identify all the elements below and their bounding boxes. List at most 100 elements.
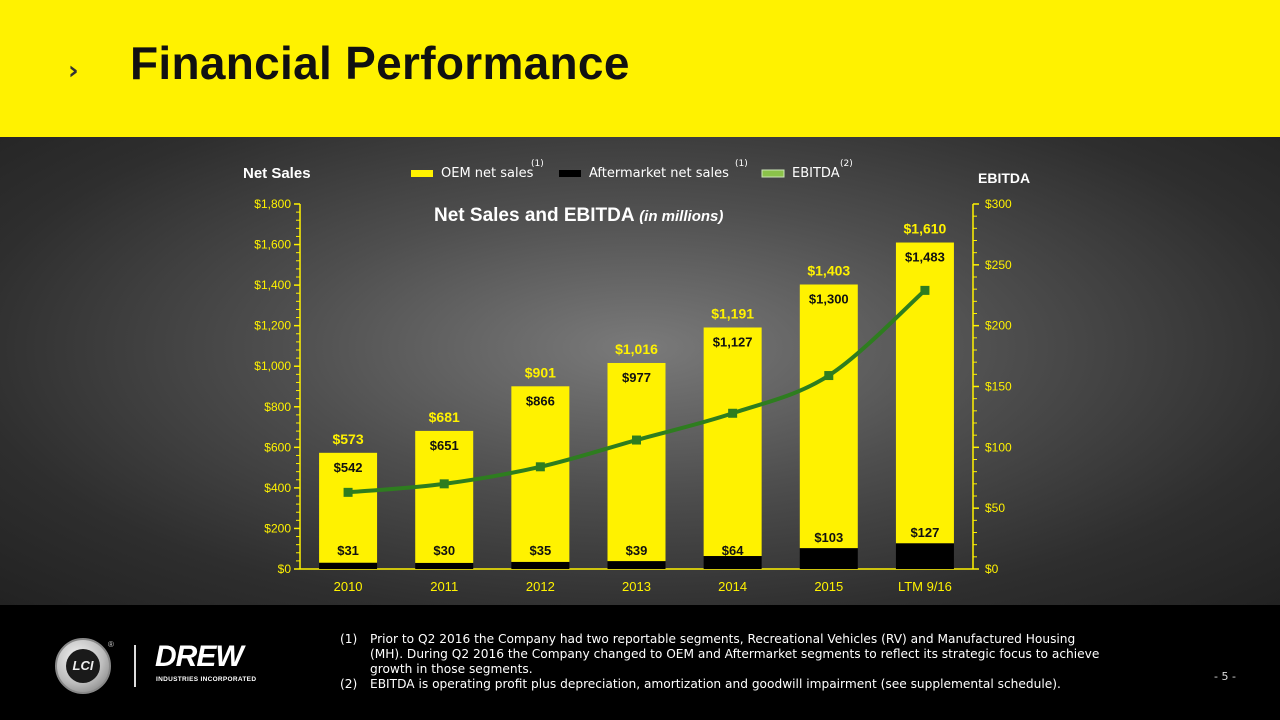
aftermarket-value-label: $35 bbox=[530, 543, 552, 558]
right-axis-tick-label: $250 bbox=[985, 258, 1012, 272]
legend-superscript: (1) bbox=[531, 159, 544, 169]
x-axis-tick-label: 2015 bbox=[814, 579, 843, 594]
oem-bar bbox=[415, 430, 474, 563]
right-axis-tick-label: $200 bbox=[985, 319, 1012, 333]
ebitda-marker bbox=[728, 408, 738, 418]
footnotes: (1) Prior to Q2 2016 the Company had two… bbox=[340, 632, 1110, 692]
aftermarket-bar bbox=[319, 562, 378, 569]
chart-title-suffix: (in millions) bbox=[639, 208, 723, 225]
header-banner: › Financial Performance bbox=[0, 0, 1280, 137]
oem-bar bbox=[511, 386, 570, 562]
right-axis-tick-label: $150 bbox=[985, 380, 1012, 394]
left-axis-title: Net Sales bbox=[243, 165, 311, 182]
aftermarket-value-label: $103 bbox=[814, 530, 843, 545]
x-axis-tick-label: 2010 bbox=[334, 579, 363, 594]
legend-superscript: (2) bbox=[840, 159, 853, 169]
aftermarket-bar bbox=[415, 562, 474, 569]
total-value-label: $573 bbox=[332, 431, 363, 447]
chart: OEM net sales Aftermarket net sales EBITDA… bbox=[243, 159, 1030, 594]
ebitda-marker bbox=[535, 462, 545, 472]
total-value-label: $901 bbox=[525, 364, 556, 380]
x-axis-tick-label: 2013 bbox=[622, 579, 651, 594]
x-axis-tick-label: 2012 bbox=[526, 579, 555, 594]
left-axis-tick-label: $400 bbox=[264, 481, 291, 495]
ebitda-marker bbox=[632, 435, 641, 445]
ebitda-line bbox=[343, 285, 930, 497]
left-axis-tick-label: $200 bbox=[264, 521, 291, 535]
legend-swatch bbox=[761, 169, 785, 178]
chart-axes: $0 $200 $400 $600 $800 $1,000 $1,200 $1,400 $1,6… bbox=[254, 197, 1012, 594]
logo-divider bbox=[134, 645, 136, 687]
right-axis-tick-label: $300 bbox=[985, 197, 1012, 211]
chart-title: Net Sales and EBITDA (in millions) bbox=[434, 205, 723, 226]
ebitda-marker bbox=[343, 487, 353, 497]
drew-logo-subtitle: INDUSTRIES INCORPORATED bbox=[156, 676, 257, 683]
lci-logo-text: LCI bbox=[66, 649, 100, 683]
oem-value-label: $866 bbox=[526, 393, 555, 408]
total-value-label: $681 bbox=[429, 409, 460, 425]
legend-label: Aftermarket net sales bbox=[589, 166, 729, 181]
left-axis-tick-label: $1,200 bbox=[254, 319, 291, 333]
chart-data-labels: $542 $31 $573 $651 $30 $681 $866 $35 $901 $977 $39… bbox=[332, 221, 946, 558]
left-axis-tick-label: $1,000 bbox=[254, 359, 291, 373]
footnote-number: (1) bbox=[340, 632, 358, 646]
total-value-label: $1,016 bbox=[615, 341, 658, 357]
aftermarket-bar bbox=[799, 548, 858, 569]
footer bbox=[0, 605, 1280, 720]
oem-value-label: $1,127 bbox=[713, 334, 753, 349]
total-value-label: $1,403 bbox=[807, 263, 850, 279]
legend-superscript: (1) bbox=[735, 159, 748, 169]
legend-swatch bbox=[559, 170, 581, 177]
x-axis-tick-label: LTM 9/16 bbox=[898, 579, 952, 594]
oem-value-label: $977 bbox=[622, 370, 651, 385]
left-axis-tick-label: $800 bbox=[264, 400, 291, 414]
x-axis-tick-label: 2011 bbox=[430, 579, 458, 594]
aftermarket-value-label: $30 bbox=[433, 543, 455, 558]
legend-label: EBITDA bbox=[792, 166, 840, 181]
footnote-number: (2) bbox=[340, 677, 358, 691]
chevron-icon: › bbox=[68, 56, 79, 86]
oem-value-label: $1,300 bbox=[809, 292, 849, 307]
oem-bar bbox=[799, 284, 858, 549]
oem-bar bbox=[703, 327, 762, 557]
chart-bars bbox=[319, 242, 954, 569]
page-number: - 5 - bbox=[1214, 670, 1236, 683]
page-title: Financial Performance bbox=[130, 37, 630, 89]
aftermarket-value-label: $31 bbox=[337, 543, 359, 558]
right-axis-tick-label: $50 bbox=[985, 501, 1005, 515]
left-axis-tick-label: $1,600 bbox=[254, 238, 291, 252]
x-axis-tick-label: 2014 bbox=[718, 579, 747, 594]
chart-legend: OEM net sales Aftermarket net sales EBITDA… bbox=[411, 159, 853, 181]
left-axis-tick-label: $0 bbox=[278, 562, 292, 576]
left-axis-tick-label: $600 bbox=[264, 440, 291, 454]
aftermarket-value-label: $64 bbox=[722, 543, 744, 558]
ebitda-marker bbox=[920, 285, 930, 295]
registered-mark: ® bbox=[108, 640, 114, 649]
right-axis-title: EBITDA bbox=[978, 170, 1030, 186]
legend-swatch bbox=[411, 170, 433, 177]
footnote-text: EBITDA is operating profit plus deprecia… bbox=[370, 677, 1061, 691]
footnote-text: Prior to Q2 2016 the Company had two rep… bbox=[370, 632, 1100, 676]
aftermarket-bar bbox=[607, 561, 666, 569]
right-axis-tick-label: $0 bbox=[985, 562, 999, 576]
aftermarket-bar bbox=[703, 556, 762, 569]
total-value-label: $1,610 bbox=[904, 221, 947, 237]
oem-value-label: $1,483 bbox=[905, 250, 945, 265]
ebitda-marker bbox=[824, 371, 834, 381]
aftermarket-value-label: $127 bbox=[910, 525, 939, 540]
oem-value-label: $651 bbox=[430, 438, 459, 453]
footnote-1: (1) Prior to Q2 2016 the Company had two… bbox=[340, 632, 1110, 677]
aftermarket-bar bbox=[511, 561, 570, 569]
ebitda-marker bbox=[439, 479, 449, 489]
lci-logo: LCI bbox=[55, 638, 111, 694]
chart-title-main: Net Sales and EBITDA bbox=[434, 205, 635, 226]
drew-logo: DREW bbox=[155, 640, 244, 673]
aftermarket-value-label: $39 bbox=[626, 543, 648, 558]
oem-value-label: $542 bbox=[334, 460, 363, 475]
right-axis-tick-label: $100 bbox=[985, 440, 1012, 454]
total-value-label: $1,191 bbox=[711, 305, 754, 321]
left-axis-tick-label: $1,400 bbox=[254, 278, 291, 292]
left-axis-tick-label: $1,800 bbox=[254, 197, 291, 211]
oem-bar bbox=[319, 452, 378, 563]
legend-label: OEM net sales bbox=[441, 166, 534, 181]
